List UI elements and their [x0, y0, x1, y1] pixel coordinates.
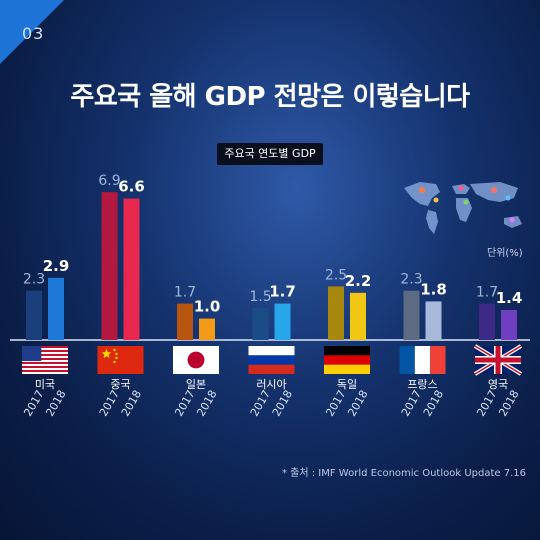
year-tick-1-2018: 2018	[43, 388, 68, 419]
year-tick-3-2018: 2018	[194, 388, 219, 419]
value-label-4-2018: 1.7	[269, 283, 296, 301]
bar-2-2017	[101, 192, 118, 340]
uk-flag-icon	[473, 344, 523, 376]
bar-5-2017	[328, 286, 344, 340]
world-map-icon	[404, 182, 522, 234]
bar-7-2017	[479, 303, 495, 340]
year-tick-4-2017: 2017	[248, 388, 273, 419]
country-label-3: 일본	[186, 377, 206, 391]
year-tick-2-2017: 2017	[97, 388, 122, 419]
country-label-6: 프랑스	[407, 378, 437, 391]
unit-label: 단위(%)	[487, 248, 523, 259]
year-tick-7-2017: 2017	[474, 388, 499, 419]
value-label-6-2017: 2.3	[400, 272, 422, 288]
year-tick-2-2018: 2018	[119, 388, 144, 419]
bar-5-2018	[350, 292, 366, 340]
country-label-2: 중국	[110, 378, 130, 391]
china-flag-icon	[97, 346, 144, 374]
value-label-1-2018: 2.9	[43, 257, 70, 275]
bar-2-2018	[123, 198, 140, 340]
country-label-5: 독일	[337, 377, 357, 391]
bar-1-2018	[48, 277, 64, 340]
page-number: 03	[22, 24, 45, 43]
country-label-1: 미국	[35, 378, 55, 391]
bar-6-2018	[425, 301, 442, 340]
year-tick-6-2018: 2018	[421, 388, 446, 419]
value-label-3-2017: 1.7	[174, 285, 196, 301]
russia-flag-icon	[248, 346, 295, 374]
bar-6-2017	[403, 290, 420, 340]
value-label-1-2017: 2.3	[23, 272, 45, 288]
country-label-7: 영국	[488, 378, 508, 391]
year-tick-7-2018: 2018	[496, 388, 521, 419]
usa-flag-icon	[22, 346, 68, 374]
country-label-4: 러시아	[256, 378, 286, 391]
corner-tab	[0, 0, 64, 64]
bar-1-2017	[26, 290, 42, 340]
page-title: 주요국 올해 GDP 전망은 이렇습니다	[70, 82, 470, 112]
year-tick-1-2017: 2017	[21, 388, 46, 419]
value-label-5-2017: 2.5	[325, 267, 347, 283]
chart-title: 주요국 연도별 GDP	[217, 143, 323, 165]
bar-4-2018	[274, 303, 291, 340]
bar-3-2017	[177, 303, 193, 340]
bar-7-2018	[501, 310, 517, 340]
bar-4-2017	[252, 307, 269, 340]
value-label-3-2018: 1.0	[194, 298, 221, 316]
value-label-6-2018: 1.8	[420, 280, 447, 298]
value-label-7-2018: 1.4	[496, 289, 523, 307]
year-tick-3-2017: 2017	[172, 388, 197, 419]
year-tick-5-2017: 2017	[323, 388, 348, 419]
year-tick-6-2017: 2017	[399, 388, 424, 419]
value-label-2-2018: 6.6	[118, 178, 145, 196]
germany-flag-icon	[324, 346, 370, 374]
japan-flag-icon	[173, 346, 219, 374]
france-flag-icon	[399, 346, 446, 374]
year-tick-4-2018: 2018	[270, 388, 295, 419]
source-note: * 출처 : IMF World Economic Outlook Update…	[281, 468, 526, 479]
value-label-2-2017: 6.9	[98, 173, 120, 189]
value-label-7-2017: 1.7	[476, 285, 498, 301]
value-label-5-2018: 2.2	[345, 272, 372, 290]
bar-3-2018	[199, 318, 215, 340]
value-label-4-2017: 1.5	[249, 289, 271, 305]
year-tick-5-2018: 2018	[345, 388, 370, 419]
